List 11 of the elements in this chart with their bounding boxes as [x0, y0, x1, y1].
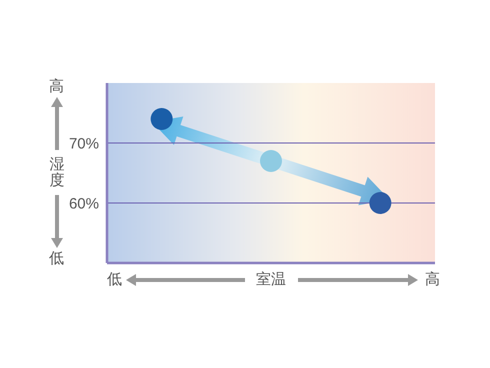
x-axis-title: 室温: [255, 271, 287, 288]
point: [369, 192, 392, 214]
text: 高: [425, 271, 440, 288]
point: [150, 108, 173, 130]
y-tick-label: 70%: [68, 135, 99, 152]
text: 低: [107, 271, 122, 288]
point: [260, 150, 282, 172]
y-tick-label: 60%: [68, 195, 99, 212]
text: 低: [49, 250, 64, 267]
y-axis-title: 湿度: [49, 156, 65, 189]
text: 高: [49, 78, 64, 95]
